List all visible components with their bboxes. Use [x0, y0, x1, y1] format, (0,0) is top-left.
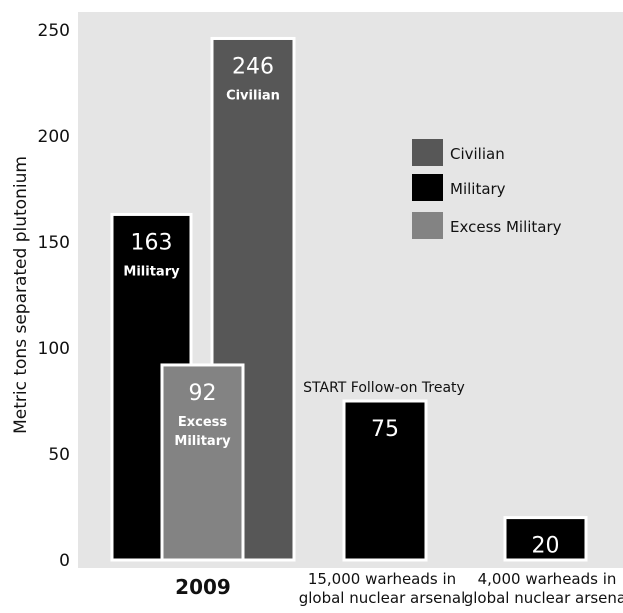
y-tick-label: 200: [38, 127, 70, 147]
bar-value-label: 20: [532, 534, 560, 559]
bar-excess-military: [160, 363, 245, 562]
y-axis-label: Metric tons separated plutonium: [11, 156, 31, 434]
y-tick-label: 250: [38, 21, 70, 41]
bar-series-label: Excess Military: [174, 415, 231, 449]
bar-value-label: 92: [189, 381, 217, 406]
legend-entry: Military: [450, 180, 506, 198]
bar-value-label: 163: [131, 230, 173, 255]
legend-swatch: [412, 139, 443, 166]
x-category-label: 4,000 warheads in global nuclear arsenal: [464, 570, 623, 607]
legend-swatch: [412, 212, 443, 239]
y-tick-label: 0: [59, 551, 70, 571]
x-category-label: 15,000 warheads in global nuclear arsenal: [299, 570, 466, 607]
y-tick-label: 100: [38, 339, 70, 359]
legend-swatch: [412, 174, 443, 201]
bar-annotation: START Follow-on Treaty: [303, 380, 465, 396]
bar-military: [342, 399, 428, 562]
bar-value-label: 246: [232, 54, 274, 79]
bar-military: [503, 516, 588, 562]
x-category-label: 2009: [175, 575, 231, 599]
bar-series-label: Civilian: [226, 88, 280, 103]
bar-value-label: 75: [371, 417, 399, 442]
bar-series-label: Military: [123, 264, 180, 279]
y-tick-label: 150: [38, 233, 70, 253]
legend-entry: Civilian: [450, 145, 505, 163]
y-tick-label: 50: [48, 445, 70, 465]
legend-entry: Excess Military: [450, 218, 562, 236]
